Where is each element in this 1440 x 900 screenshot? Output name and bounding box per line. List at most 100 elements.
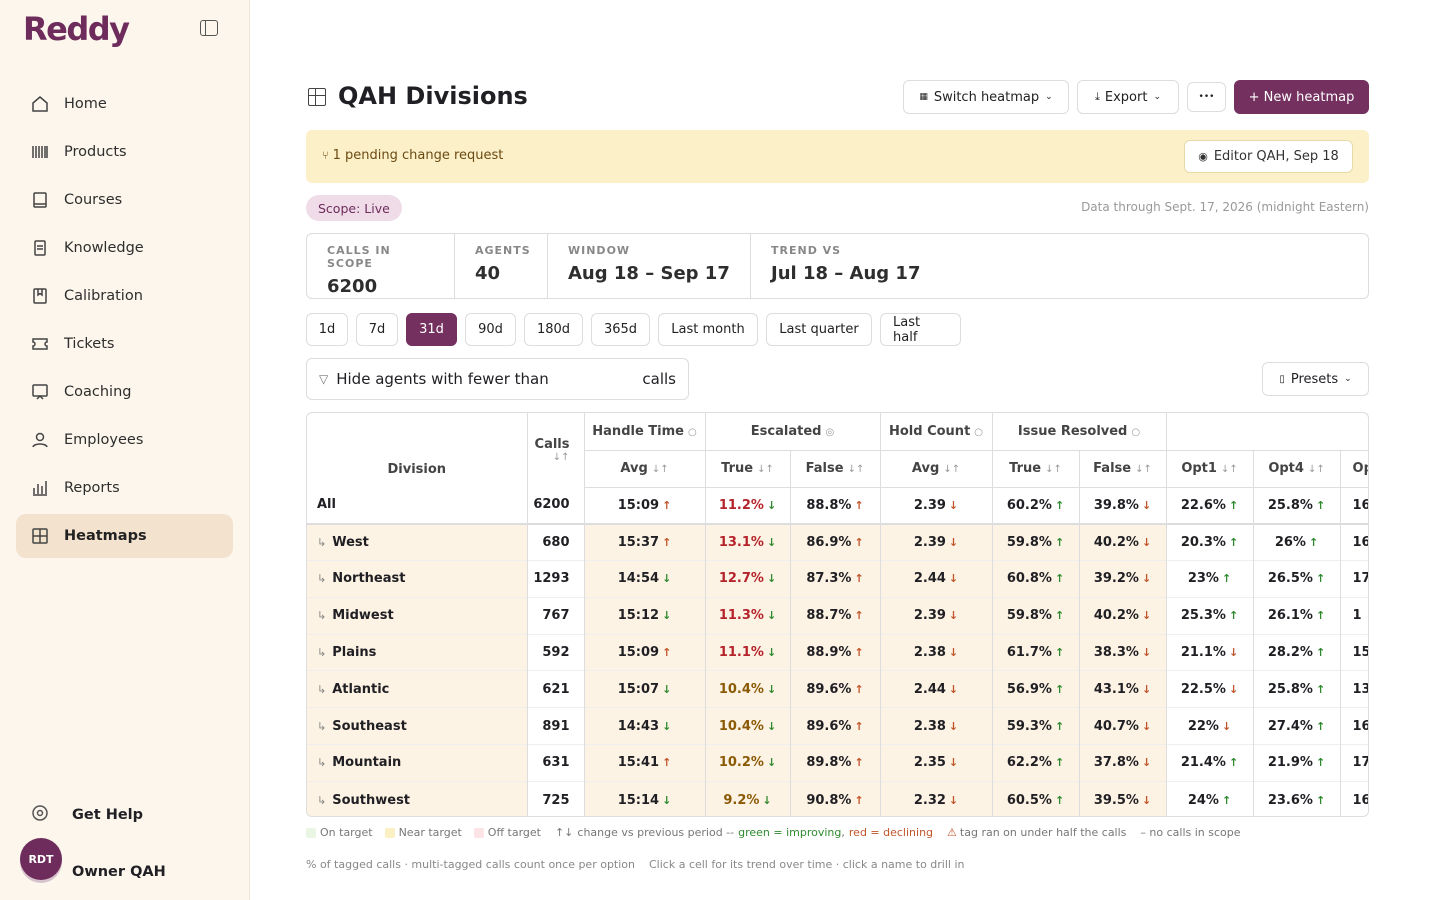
sidebar-item-home[interactable]: Home: [16, 82, 233, 126]
switch-heatmap-button[interactable]: ▦ Switch heatmap ⌄: [903, 80, 1069, 114]
subheader-false[interactable]: False ↓↑: [1079, 450, 1167, 488]
metric-cell-ht[interactable]: 15:09 ↑: [584, 487, 706, 525]
table-row[interactable]: ↳ West 680 15:37 ↑ 13.1% ↓ 86.9% ↑ 2.39 ↓ 59.8% ↑ 40.…: [307, 523, 1368, 561]
range-7d[interactable]: 7d: [356, 313, 398, 346]
user-menu[interactable]: RDT Owner QAH: [20, 838, 166, 880]
division-name[interactable]: ↳ Southeast: [307, 707, 528, 745]
metric-cell-it[interactable]: 60.2% ↑: [992, 487, 1080, 525]
editor-button[interactable]: ◉ Editor QAH, Sep 18: [1184, 140, 1353, 173]
table-row[interactable]: ↳ Midwest 767 15:12 ↓ 11.3% ↓ 88.7% ↑ 2.39 ↓ 59.8% ↑…: [307, 596, 1368, 635]
range-1d[interactable]: 1d: [306, 313, 348, 346]
metric-cell-op[interactable]: 17: [1340, 560, 1368, 598]
metric-cell-hc[interactable]: 2.39 ↓: [880, 523, 993, 561]
metric-cell-et[interactable]: 11.2% ↓: [705, 487, 791, 525]
metric-cell-o1[interactable]: 23% ↑: [1166, 560, 1254, 598]
metric-cell-hc[interactable]: 2.39 ↓: [880, 487, 993, 525]
metric-cell-if[interactable]: 37.8% ↓: [1079, 744, 1167, 782]
metric-cell-ht[interactable]: 15:09 ↑: [584, 633, 706, 671]
table-row[interactable]: All 6200 15:09 ↑ 11.2% ↓ 88.8% ↑ 2.39 ↓ 60.2% ↑ 39.8…: [307, 487, 1368, 525]
min-calls-filter[interactable]: ▽ Hide agents with fewer than calls: [306, 358, 689, 400]
get-help-link[interactable]: Get Help: [30, 803, 143, 827]
range-last-half[interactable]: Last half: [880, 313, 961, 346]
metric-cell-hc[interactable]: 2.32 ↓: [880, 780, 993, 816]
metric-cell-hc[interactable]: 2.38 ↓: [880, 633, 993, 671]
metric-cell-op[interactable]: 15: [1340, 633, 1368, 671]
division-name[interactable]: ↳ Mountain: [307, 744, 528, 782]
metric-cell-ef[interactable]: 87.3% ↑: [790, 560, 881, 598]
group-hold-count[interactable]: Hold Count ○: [880, 413, 993, 450]
brand-logo[interactable]: Reddy: [23, 10, 130, 48]
metric-cell-if[interactable]: 39.8% ↓: [1079, 487, 1167, 525]
pending-change-text[interactable]: ⑂ 1 pending change request: [322, 148, 503, 163]
range-31d[interactable]: 31d: [406, 313, 457, 346]
metric-cell-o4[interactable]: 27.4% ↑: [1253, 707, 1341, 745]
metric-cell-o4[interactable]: 26% ↑: [1253, 523, 1341, 561]
group-handle-time[interactable]: Handle Time ○: [584, 413, 706, 450]
sidebar-item-coaching[interactable]: Coaching: [16, 370, 233, 414]
metric-cell-ef[interactable]: 88.9% ↑: [790, 633, 881, 671]
range-365d[interactable]: 365d: [591, 313, 650, 346]
metric-cell-ef[interactable]: 89.8% ↑: [790, 744, 881, 782]
subheader-op[interactable]: Op: [1340, 450, 1368, 488]
sidebar-item-employees[interactable]: Employees: [16, 418, 233, 462]
table-row[interactable]: ↳ Southwest 725 15:14 ↓ 9.2% ↓ 90.8% ↑ 2.32 ↓ 60.5%…: [307, 780, 1368, 816]
metric-cell-o1[interactable]: 22.5% ↓: [1166, 670, 1254, 708]
metric-cell-et[interactable]: 11.3% ↓: [705, 596, 791, 635]
sidebar-toggle-icon[interactable]: [200, 20, 218, 36]
subheader-avg[interactable]: Avg ↓↑: [584, 450, 706, 488]
metric-cell-it[interactable]: 59.8% ↑: [992, 596, 1080, 635]
metric-cell-ef[interactable]: 89.6% ↑: [790, 670, 881, 708]
subheader-true[interactable]: True ↓↑: [705, 450, 791, 488]
table-row[interactable]: ↳ Mountain 631 15:41 ↑ 10.2% ↓ 89.8% ↑ 2.35 ↓ 62.2%…: [307, 744, 1368, 782]
range-last-quarter[interactable]: Last quarter: [766, 313, 872, 346]
metric-cell-et[interactable]: 10.2% ↓: [705, 744, 791, 782]
metric-cell-o4[interactable]: 23.6% ↑: [1253, 780, 1341, 816]
division-name[interactable]: All: [307, 487, 528, 525]
metric-cell-o1[interactable]: 20.3% ↑: [1166, 523, 1254, 561]
division-name[interactable]: ↳ Atlantic: [307, 670, 528, 708]
table-row[interactable]: ↳ Plains 592 15:09 ↑ 11.1% ↓ 88.9% ↑ 2.38 ↓ 61.7% ↑ 3…: [307, 633, 1368, 671]
metric-cell-op[interactable]: 1: [1340, 596, 1368, 635]
sidebar-item-calibration[interactable]: Calibration: [16, 274, 233, 318]
sidebar-item-reports[interactable]: Reports: [16, 466, 233, 510]
metric-cell-ef[interactable]: 90.8% ↑: [790, 780, 881, 816]
metric-cell-o1[interactable]: 24% ↑: [1166, 780, 1254, 816]
sidebar-item-heatmaps[interactable]: Heatmaps: [16, 514, 233, 558]
presets-button[interactable]: ▯ Presets ⌄: [1262, 362, 1369, 396]
new-heatmap-button[interactable]: + New heatmap: [1234, 80, 1369, 114]
metric-cell-hc[interactable]: 2.35 ↓: [880, 744, 993, 782]
metric-cell-et[interactable]: 10.4% ↓: [705, 670, 791, 708]
subheader-avg[interactable]: Avg ↓↑: [880, 450, 993, 488]
metric-cell-et[interactable]: 9.2% ↓: [705, 780, 791, 816]
metric-cell-ht[interactable]: 14:43 ↓: [584, 707, 706, 745]
metric-cell-if[interactable]: 40.2% ↓: [1079, 596, 1167, 635]
metric-cell-it[interactable]: 61.7% ↑: [992, 633, 1080, 671]
table-row[interactable]: ↳ Northeast 1293 14:54 ↓ 12.7% ↓ 87.3% ↑ 2.44 ↓ 60.…: [307, 560, 1368, 598]
range-last-month[interactable]: Last month: [658, 313, 758, 346]
metric-cell-op[interactable]: 16: [1340, 707, 1368, 745]
metric-cell-op[interactable]: 13: [1340, 670, 1368, 708]
metric-cell-et[interactable]: 11.1% ↓: [705, 633, 791, 671]
metric-cell-o1[interactable]: 21.4% ↑: [1166, 744, 1254, 782]
export-button[interactable]: ⤓ Export ⌄: [1077, 80, 1179, 114]
avatar[interactable]: RDT: [20, 838, 62, 880]
metric-cell-et[interactable]: 12.7% ↓: [705, 560, 791, 598]
metric-cell-if[interactable]: 39.5% ↓: [1079, 780, 1167, 816]
sidebar-item-products[interactable]: Products: [16, 130, 233, 174]
metric-cell-ht[interactable]: 15:12 ↓: [584, 596, 706, 635]
metric-cell-it[interactable]: 62.2% ↑: [992, 744, 1080, 782]
table-row[interactable]: ↳ Southeast 891 14:43 ↓ 10.4% ↓ 89.6% ↑ 2.38 ↓ 59.3…: [307, 707, 1368, 745]
metric-cell-hc[interactable]: 2.39 ↓: [880, 596, 993, 635]
metric-cell-o4[interactable]: 26.5% ↑: [1253, 560, 1341, 598]
metric-cell-it[interactable]: 60.5% ↑: [992, 780, 1080, 816]
metric-cell-ef[interactable]: 86.9% ↑: [790, 523, 881, 561]
metric-cell-op[interactable]: 17: [1340, 744, 1368, 782]
subheader-true[interactable]: True ↓↑: [992, 450, 1080, 488]
subheader-opt4[interactable]: Opt4 ↓↑: [1253, 450, 1341, 488]
metric-cell-op[interactable]: 16: [1340, 487, 1368, 525]
sidebar-item-tickets[interactable]: Tickets: [16, 322, 233, 366]
metric-cell-op[interactable]: 16: [1340, 523, 1368, 561]
metric-cell-ht[interactable]: 15:41 ↑: [584, 744, 706, 782]
metric-cell-hc[interactable]: 2.38 ↓: [880, 707, 993, 745]
metric-cell-it[interactable]: 59.3% ↑: [992, 707, 1080, 745]
